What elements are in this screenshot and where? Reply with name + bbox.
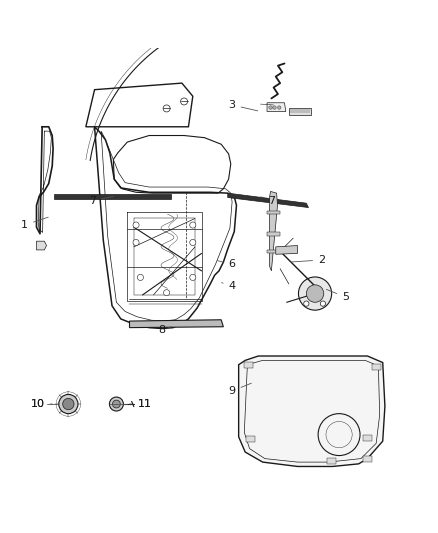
Circle shape: [269, 106, 272, 109]
Circle shape: [113, 400, 120, 408]
Bar: [363, 456, 372, 462]
Text: 3: 3: [229, 100, 258, 111]
Text: 10: 10: [31, 399, 53, 409]
Circle shape: [190, 222, 196, 228]
Polygon shape: [267, 211, 280, 214]
Text: 8: 8: [159, 325, 171, 335]
Bar: [327, 458, 336, 464]
Circle shape: [110, 397, 124, 411]
Bar: [246, 436, 255, 442]
Circle shape: [304, 301, 309, 306]
Circle shape: [306, 285, 324, 302]
Circle shape: [273, 106, 276, 109]
Circle shape: [133, 222, 139, 228]
Circle shape: [190, 274, 196, 280]
Circle shape: [138, 274, 144, 280]
Bar: [244, 362, 253, 368]
Circle shape: [298, 277, 332, 310]
Circle shape: [320, 301, 325, 306]
Polygon shape: [276, 246, 297, 254]
Circle shape: [63, 398, 74, 410]
Polygon shape: [289, 108, 311, 115]
Circle shape: [278, 106, 281, 109]
Text: 11: 11: [138, 399, 152, 409]
Bar: [372, 364, 381, 370]
Polygon shape: [270, 191, 278, 271]
Polygon shape: [130, 320, 223, 328]
Text: 7: 7: [261, 196, 275, 206]
Polygon shape: [267, 232, 280, 236]
Polygon shape: [267, 103, 286, 111]
Circle shape: [163, 105, 170, 112]
Circle shape: [59, 394, 78, 414]
Circle shape: [133, 239, 139, 246]
Text: 4: 4: [222, 281, 236, 291]
Bar: [363, 434, 372, 441]
Polygon shape: [239, 356, 385, 466]
Circle shape: [190, 239, 196, 246]
Polygon shape: [36, 241, 46, 250]
Text: 10: 10: [31, 399, 45, 409]
Text: 6: 6: [217, 260, 236, 269]
Text: 1: 1: [21, 217, 48, 230]
Polygon shape: [267, 250, 280, 253]
Circle shape: [163, 289, 170, 296]
Circle shape: [180, 98, 187, 105]
Text: 2: 2: [292, 255, 325, 265]
Text: 7: 7: [89, 196, 114, 206]
Polygon shape: [228, 193, 308, 207]
Polygon shape: [54, 195, 171, 199]
Text: 11: 11: [130, 399, 152, 409]
Text: 5: 5: [326, 289, 349, 302]
Text: 9: 9: [229, 383, 251, 396]
